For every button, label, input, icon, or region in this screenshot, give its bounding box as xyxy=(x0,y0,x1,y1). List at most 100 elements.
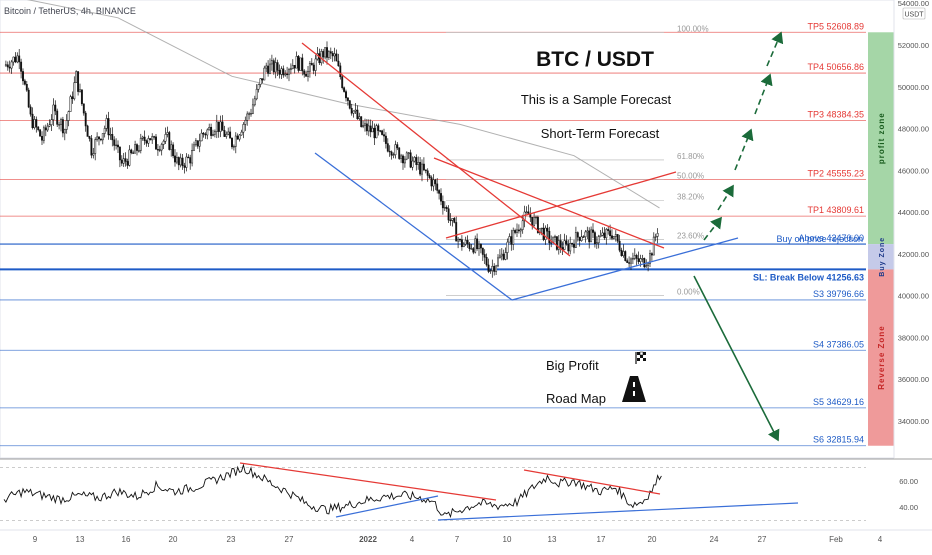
candle-body xyxy=(44,127,47,131)
candle-body xyxy=(134,144,137,154)
candle-body xyxy=(407,152,410,154)
level-label-6: SL: Break Below 41256.63 xyxy=(753,272,864,282)
candle-body xyxy=(354,109,357,112)
candle-body xyxy=(117,144,119,148)
candle-body xyxy=(86,125,89,137)
candle-body xyxy=(381,130,384,135)
candle-body xyxy=(16,55,19,63)
candle-body xyxy=(286,73,289,76)
currency-badge xyxy=(902,7,926,20)
candle-body xyxy=(574,232,577,248)
candle-body xyxy=(198,140,201,147)
candle-body xyxy=(481,247,484,255)
candle-body xyxy=(278,70,281,75)
candle-body xyxy=(453,218,456,223)
candle-body xyxy=(460,239,463,248)
candle-body xyxy=(289,68,292,70)
candle-body xyxy=(103,128,106,134)
candle-body xyxy=(464,240,467,245)
candle-body xyxy=(23,80,26,85)
candle-body xyxy=(27,89,30,108)
candle-body xyxy=(352,110,355,114)
candle-body xyxy=(10,61,13,69)
candle-body xyxy=(327,51,330,58)
candle-body xyxy=(88,136,91,139)
x-tick-8: 7 xyxy=(455,535,460,544)
candle-body xyxy=(14,56,17,63)
x-tick-16: 4 xyxy=(878,535,883,544)
candle-body xyxy=(212,133,214,136)
candle-body xyxy=(521,220,524,230)
level-label-5: Above 42470.00 xyxy=(798,233,864,243)
candle-body xyxy=(593,232,596,244)
candle-body xyxy=(440,193,442,202)
candle-body xyxy=(495,265,498,272)
candle-body xyxy=(517,229,520,232)
candle-body xyxy=(422,163,425,171)
forecast-arrows xyxy=(693,31,784,442)
candle-body xyxy=(25,84,28,91)
candle-body xyxy=(645,265,648,268)
reverse-zone-label: Reverse Zone xyxy=(877,325,886,389)
candle-body xyxy=(227,131,230,135)
candle-body xyxy=(633,255,636,259)
candle-body xyxy=(98,136,100,140)
candle-body xyxy=(426,170,429,176)
candle-body xyxy=(489,270,492,272)
reverse-zone xyxy=(868,269,894,446)
candle-body xyxy=(172,144,175,157)
candle-body xyxy=(58,124,61,126)
x-tick-6: 2022 xyxy=(359,535,377,544)
candle-body xyxy=(267,65,270,74)
candle-body xyxy=(356,109,359,120)
candle-body xyxy=(630,258,632,264)
candle-body xyxy=(137,150,140,152)
candle-body xyxy=(447,208,450,221)
candle-body xyxy=(493,265,496,272)
candle-body xyxy=(514,230,517,233)
candle-body xyxy=(578,236,581,241)
ma-line xyxy=(26,0,660,209)
candle-body xyxy=(183,165,186,168)
flag-icon xyxy=(635,351,646,364)
candle-body xyxy=(234,135,237,147)
candle-body xyxy=(204,133,207,136)
candle-body xyxy=(276,62,279,71)
candle-body xyxy=(272,60,275,73)
trendline-red-down-2 xyxy=(433,157,665,249)
candle-body xyxy=(46,125,49,131)
forecast-arrow-up-3 xyxy=(734,128,754,171)
candle-body xyxy=(441,200,444,209)
candle-body xyxy=(229,131,232,139)
candle-body xyxy=(618,240,621,251)
forecast-arrow-up-5 xyxy=(766,31,784,67)
candle-body xyxy=(320,51,323,64)
x-tick-9: 10 xyxy=(503,535,512,544)
candle-body xyxy=(4,64,7,67)
candle-body xyxy=(595,242,598,244)
candle-body xyxy=(430,177,433,187)
candle-body xyxy=(301,57,304,72)
candle-body xyxy=(599,235,602,237)
candle-body xyxy=(196,140,199,147)
candle-body xyxy=(607,229,610,231)
level-label-2: TP3 48384.35 xyxy=(807,110,864,120)
price-zones xyxy=(868,32,894,446)
candle-body xyxy=(288,69,290,75)
candle-body xyxy=(565,240,568,245)
candle-body xyxy=(639,258,642,262)
candle-body xyxy=(652,236,655,256)
candle-body xyxy=(37,126,40,131)
road-icon xyxy=(622,376,646,402)
y-tick-6: 42000.00 xyxy=(898,250,929,259)
candle-body xyxy=(208,126,211,131)
candle-body xyxy=(451,218,454,221)
candle-body xyxy=(223,130,226,137)
candle-body xyxy=(512,230,515,245)
x-tick-15: Feb xyxy=(829,535,843,544)
candle-body xyxy=(99,138,102,141)
candle-body xyxy=(371,127,374,133)
candle-body xyxy=(181,157,184,167)
candle-body xyxy=(293,65,296,69)
